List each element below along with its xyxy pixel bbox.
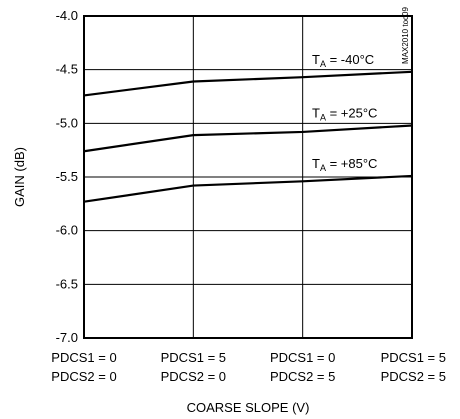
series-line-0 (83, 70, 413, 97)
series-label-2: TA = +85°C (312, 156, 377, 173)
chart-id-label: MAX2010 toc09 (401, 7, 410, 64)
x-tick-label-line1: PDCS1 = 0 (51, 350, 116, 365)
x-tick-label-line1: PDCS1 = 0 (270, 350, 335, 365)
y-tick-label: -4.0 (56, 8, 78, 23)
x-tick-label: PDCS1 = 0 PDCS2 = 0 (51, 350, 116, 384)
y-axis-title: GAIN (dB) (12, 147, 27, 207)
x-tick-label-line1: PDCS1 = 5 (381, 350, 446, 365)
x-tick-label: PDCS1 = 5 PDCS2 = 5 (381, 350, 446, 384)
y-tick-label: -4.5 (56, 62, 78, 77)
y-axis-ticks: -4.0 -4.5 -5.0 -5.5 -6.0 -6.5 -7.0 (56, 8, 78, 345)
x-tick-label-line2: PDCS2 = 0 (51, 369, 116, 384)
series-labels: TA = -40°C TA = +25°C TA = +85°C (312, 52, 377, 173)
x-tick-label: PDCS1 = 0 PDCS2 = 5 (270, 350, 335, 384)
series-line-1 (83, 124, 413, 153)
y-tick-label: -5.0 (56, 115, 78, 130)
y-tick-label: -6.5 (56, 276, 78, 291)
y-tick-label: -6.0 (56, 223, 78, 238)
x-tick-label-line2: PDCS2 = 5 (270, 369, 335, 384)
x-tick-label: PDCS1 = 5 PDCS2 = 0 (161, 350, 226, 384)
y-tick-label: -5.5 (56, 169, 78, 184)
x-tick-label-line2: PDCS2 = 0 (161, 369, 226, 384)
series-label-0: TA = -40°C (312, 52, 374, 69)
series-line-2 (83, 174, 413, 203)
x-tick-label-line1: PDCS1 = 5 (161, 350, 226, 365)
x-axis-title: COARSE SLOPE (V) (187, 400, 310, 415)
series-lines (83, 70, 413, 203)
x-tick-label-line2: PDCS2 = 5 (381, 369, 446, 384)
series-label-1: TA = +25°C (312, 105, 377, 122)
y-tick-label: -7.0 (56, 330, 78, 345)
